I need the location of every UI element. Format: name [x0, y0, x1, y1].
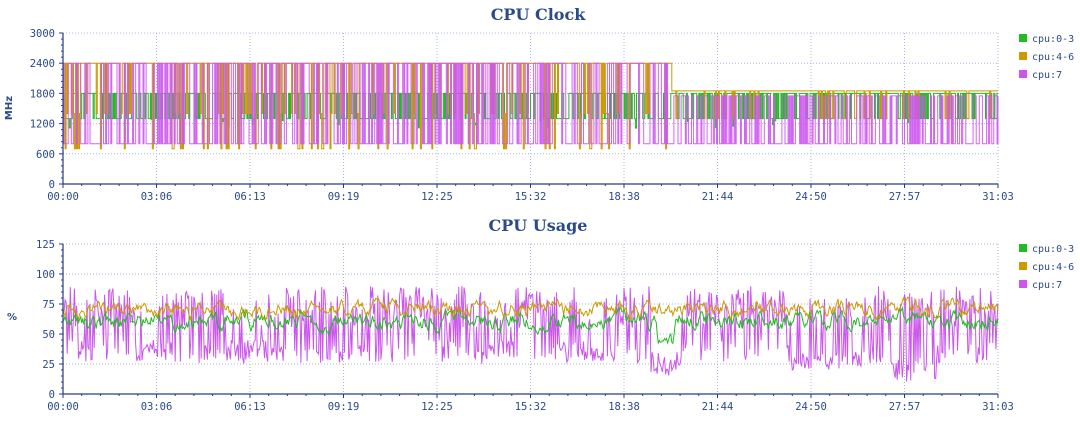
x-ticks-clock: 00:00 03:06 06:13 09:19 12:25 15:32 18:38 21:44… [47, 184, 1014, 203]
chart-title-clock: CPU Clock [491, 5, 587, 24]
legend-label: cpu:0-3 [1032, 244, 1074, 255]
y-axis-label-usage: % [7, 312, 17, 323]
legend-swatch-cpu-0-3 [1019, 34, 1027, 42]
y-tick-label: 100 [36, 269, 55, 281]
x-tick-label: 00:00 [47, 191, 79, 203]
y-tick-label: 600 [36, 149, 55, 161]
y-tick-label: 50 [42, 329, 55, 341]
legend-swatch-cpu-7 [1019, 280, 1027, 288]
x-tick-label: 24:50 [795, 401, 827, 413]
x-tick-label: 09:19 [328, 191, 360, 203]
x-tick-label: 12:25 [421, 191, 453, 203]
plot-area-clock [63, 62, 999, 150]
x-tick-label: 27:57 [889, 401, 921, 413]
legend-usage: cpu:0-3 cpu:4-6 cpu:7 [1019, 244, 1074, 291]
y-tick-label: 1200 [30, 119, 55, 131]
y-tick-label: 125 [36, 239, 55, 251]
x-tick-label: 31:03 [982, 191, 1014, 203]
legend-swatch-cpu-4-6 [1019, 262, 1027, 270]
x-tick-label: 18:38 [608, 191, 640, 203]
y-tick-label: 3000 [30, 28, 55, 40]
cpu-clock-chart: CPU Clock 0 600 1200 1800 2400 3000 00:00 03:0… [4, 5, 1074, 203]
series-line-cpu-7 [62, 286, 999, 382]
x-tick-label: 21:44 [702, 191, 734, 203]
legend-label: cpu:4-6 [1032, 262, 1074, 273]
y-axis-label-clock: MHz [4, 96, 15, 120]
plot-area-usage [62, 286, 999, 382]
legend-label: cpu:4-6 [1032, 52, 1074, 63]
x-ticks-usage: 00:00 03:06 06:13 09:19 12:25 15:32 18:38 21:44… [47, 394, 1014, 413]
x-tick-label: 03:06 [141, 401, 173, 413]
x-tick-label: 03:06 [141, 191, 173, 203]
x-tick-label: 06:13 [234, 191, 266, 203]
series-line-cpu-7 [63, 62, 999, 145]
x-tick-label: 31:03 [982, 401, 1014, 413]
y-tick-label: 0 [49, 389, 55, 401]
y-tick-label: 0 [49, 179, 55, 191]
x-tick-label: 21:44 [702, 401, 734, 413]
y-tick-label: 25 [42, 359, 55, 371]
y-ticks-clock: 0 600 1200 1800 2400 3000 [30, 28, 63, 191]
legend-swatch-cpu-7 [1019, 70, 1027, 78]
legend-label: cpu:0-3 [1032, 34, 1074, 45]
series-line-cpu-4-6 [62, 296, 999, 322]
x-tick-label: 12:25 [421, 401, 453, 413]
x-tick-label: 24:50 [795, 191, 827, 203]
y-tick-label: 2400 [30, 58, 55, 70]
x-tick-label: 00:00 [47, 401, 79, 413]
y-tick-label: 1800 [30, 88, 55, 100]
x-tick-label: 27:57 [889, 191, 921, 203]
y-tick-label: 75 [42, 299, 55, 311]
y-ticks-usage: 0 25 50 75 100 125 [36, 239, 63, 401]
legend-swatch-cpu-0-3 [1019, 244, 1027, 252]
legend-label: cpu:7 [1032, 280, 1062, 291]
x-tick-label: 15:32 [515, 401, 547, 413]
legend-clock: cpu:0-3 cpu:4-6 cpu:7 [1019, 34, 1074, 81]
legend-label: cpu:7 [1032, 70, 1062, 81]
x-tick-label: 15:32 [515, 191, 547, 203]
legend-swatch-cpu-4-6 [1019, 52, 1027, 60]
x-tick-label: 09:19 [328, 401, 360, 413]
x-tick-label: 06:13 [234, 401, 266, 413]
x-tick-label: 18:38 [608, 401, 640, 413]
chart-title-usage: CPU Usage [489, 216, 588, 235]
series-line-cpu-0-3 [62, 305, 999, 345]
